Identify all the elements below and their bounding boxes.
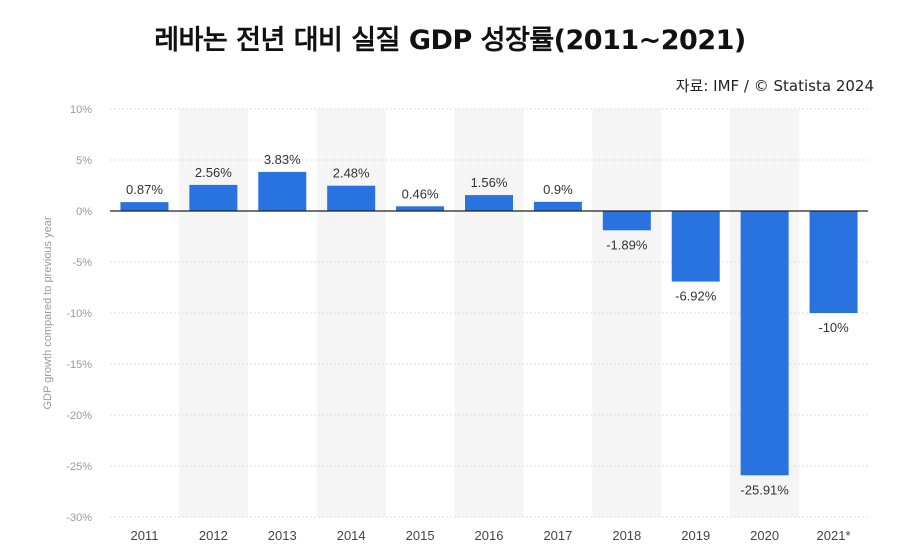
y-tick-label: -5% (72, 257, 92, 269)
bar-2012 (189, 184, 238, 211)
data-label: -10% (818, 320, 849, 335)
data-label: 2.48% (333, 166, 370, 181)
data-label: -1.89% (606, 237, 648, 252)
bar-2015 (396, 206, 445, 211)
x-tick-label: 2016 (475, 528, 504, 543)
bar-2018 (602, 211, 651, 231)
source-credit: 자료: IMF / © Statista 2024 (675, 77, 874, 95)
data-labels: 0.87% 2.56% 3.83% 2.48% 0.46% 1.56% 0.9% -1.89%… (126, 152, 849, 497)
x-tick-label: 2012 (199, 528, 228, 543)
bar-2020 (740, 211, 789, 476)
x-tick-label: 2021* (817, 528, 851, 543)
bar-2019 (671, 211, 720, 282)
bar-2013 (258, 171, 307, 211)
column-band (454, 109, 524, 517)
y-tick-label: 10% (70, 104, 92, 116)
data-label: 0.46% (402, 186, 439, 201)
x-tick-label: 2017 (543, 528, 572, 543)
x-tick-label: 2015 (406, 528, 435, 543)
x-tick-label: 2019 (681, 528, 710, 543)
y-tick-label: -15% (66, 359, 92, 371)
y-tick-label: 5% (76, 155, 92, 167)
data-label: 0.9% (543, 182, 573, 197)
x-tick-label: 2014 (337, 528, 366, 543)
bar-2011 (120, 202, 169, 211)
bar-2017 (533, 201, 582, 211)
data-label: 1.56% (471, 175, 508, 190)
y-tick-label: -10% (66, 308, 92, 320)
data-label: -25.91% (740, 482, 789, 497)
x-tick-labels: 2011 2012 2013 2014 2015 2016 2017 2018 2019 2020… (130, 528, 850, 543)
x-tick-label: 2013 (268, 528, 297, 543)
data-label: 2.56% (195, 165, 232, 180)
y-tick-label: -30% (66, 512, 92, 524)
x-tick-label: 2011 (130, 528, 158, 543)
x-tick-label: 2020 (750, 528, 779, 543)
bar-2014 (327, 185, 376, 211)
x-tick-label: 2018 (612, 528, 641, 543)
y-tick-label: -25% (66, 461, 92, 473)
y-tick-label: 0% (76, 206, 92, 218)
bar-2021* (809, 211, 858, 313)
data-label: 0.87% (126, 182, 163, 197)
data-label: 3.83% (264, 152, 301, 167)
y-tick-label: -20% (66, 410, 92, 422)
bars (120, 171, 858, 476)
y-tick-labels: 10% 5% 0% -5% -10% -15% -20% -25% -30% (66, 104, 92, 524)
data-label: -6.92% (675, 289, 717, 304)
chart-title: 레바논 전년 대비 실질 GDP 성장률(2011~2021) (154, 25, 746, 56)
y-axis-label: GDP growth compared to previous year (42, 216, 54, 409)
bar-2016 (465, 195, 513, 211)
